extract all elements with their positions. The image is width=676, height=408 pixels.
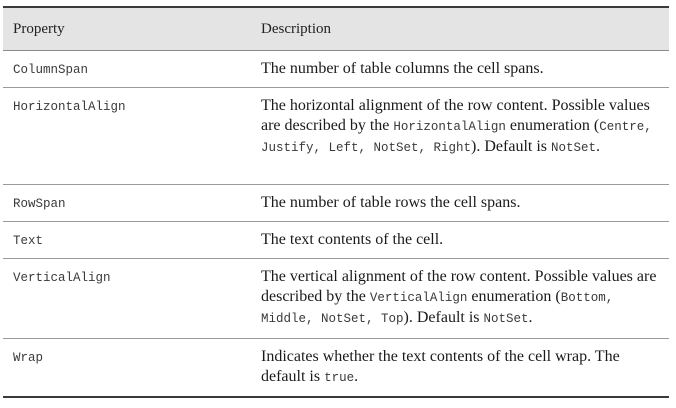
- description-text: ). Default is: [471, 138, 552, 155]
- table-row: RowSpan The number of table rows the cell…: [3, 185, 669, 222]
- inline-code: Centre, Justify, Left, NotSet, Right: [261, 120, 652, 155]
- property-name: HorizontalAlign: [13, 100, 126, 114]
- description-text: The vertical alignment of the row conten…: [261, 268, 657, 305]
- description-text: The number of table rows the cell spans.: [261, 194, 521, 211]
- description-text: .: [596, 138, 601, 155]
- table-row: Text The text contents of the cell.: [3, 222, 669, 259]
- description-text: .: [528, 309, 533, 326]
- description-text: The text contents of the cell.: [261, 231, 444, 248]
- description-text: .: [354, 368, 359, 385]
- property-name: ColumnSpan: [13, 63, 89, 77]
- inline-code: true: [324, 371, 355, 385]
- property-description: The text contents of the cell.: [251, 222, 669, 258]
- inline-code: NotSet: [551, 141, 597, 155]
- table-body: ColumnSpan The number of table columns th…: [3, 51, 669, 396]
- table-header: Property Description: [3, 8, 669, 51]
- property-description: The number of table rows the cell spans.: [251, 185, 669, 221]
- property-name: RowSpan: [13, 197, 66, 211]
- description-text: enumeration (: [467, 288, 561, 305]
- table-row: ColumnSpan The number of table columns th…: [3, 51, 669, 88]
- header-description: Description: [261, 20, 331, 37]
- description-text: The horizontal alignment of the row cont…: [261, 97, 650, 134]
- inline-code: VerticalAlign: [369, 291, 468, 305]
- table-row: VerticalAlign The vertical alignment of t…: [3, 259, 669, 339]
- property-description: The vertical alignment of the row conten…: [251, 259, 669, 338]
- inline-code: NotSet: [483, 312, 529, 326]
- description-text: Indicates whether the text contents of t…: [261, 348, 620, 385]
- property-description: The horizontal alignment of the row cont…: [251, 88, 669, 184]
- description-text: enumeration (: [505, 117, 600, 134]
- property-table: Property Description ColumnSpan The numbe…: [3, 6, 669, 398]
- table-row: Wrap Indicates whether the text contents …: [3, 339, 669, 396]
- property-name: Wrap: [13, 351, 44, 365]
- property-description: The number of table columns the cell spa…: [251, 51, 669, 87]
- inline-code: Bottom, Middle, NotSet, Top: [261, 291, 614, 326]
- property-name: VerticalAlign: [13, 271, 111, 285]
- description-text: ). Default is: [403, 309, 484, 326]
- table-row: HorizontalAlign The horizontal alignment …: [3, 88, 669, 185]
- inline-code: HorizontalAlign: [393, 120, 506, 134]
- property-name: Text: [13, 234, 44, 248]
- description-text: The number of table columns the cell spa…: [261, 60, 544, 77]
- property-description: Indicates whether the text contents of t…: [251, 339, 669, 396]
- header-property: Property: [13, 20, 65, 37]
